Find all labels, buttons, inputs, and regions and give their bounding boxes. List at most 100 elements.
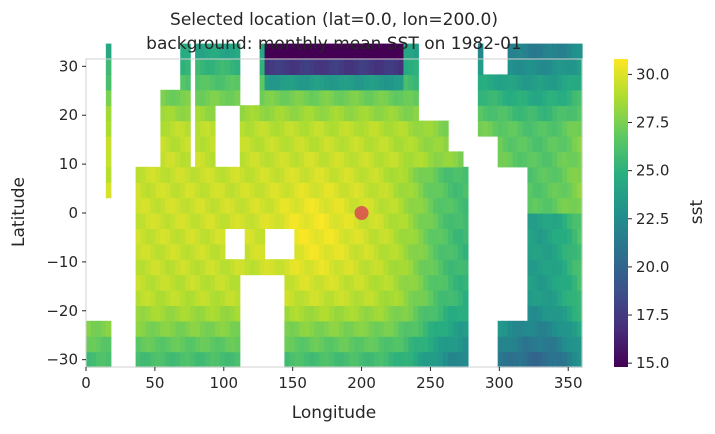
heat-cell [388,243,395,260]
heat-cell [358,290,365,306]
heat-cell [562,166,568,183]
heat-cell [388,74,395,91]
heat-cell [224,290,231,306]
heat-cell [289,336,295,353]
heat-cell [135,213,142,229]
heat-cell [398,136,405,152]
heat-cell [180,105,186,122]
heat-cell [249,197,256,214]
heat-cell [304,351,310,368]
heat-cell [309,59,315,75]
x-tick-label: 100 [209,374,238,392]
heat-cell [338,74,345,91]
heat-cell [572,136,578,152]
heat-cell [507,74,514,91]
heat-cell [205,120,211,137]
heat-cell [309,197,315,214]
heat-cell [338,259,345,276]
heat-cell [363,336,370,353]
heat-cell [448,290,454,306]
heat-cell [145,259,152,276]
heat-cell [334,151,340,168]
heat-cell [353,274,360,291]
heat-cell [388,320,395,337]
heat-cell [547,320,553,337]
heat-cell [388,351,395,368]
heat-cell [418,120,424,137]
heat-cell [383,120,390,137]
heat-cell [165,305,171,322]
heat-cell [269,213,276,229]
heat-cell [264,213,271,229]
heat-cell [492,89,499,106]
heat-cell [195,105,201,122]
heat-cell [413,320,419,337]
heat-cell [527,259,533,276]
heat-cell [234,59,241,75]
heat-cell [537,336,543,353]
heat-cell [378,305,385,322]
heat-cell [373,336,380,353]
heat-cell [214,274,221,291]
heat-cell [418,228,424,245]
heat-cell [234,259,241,276]
heat-cell [205,228,211,245]
heat-cell [289,136,295,152]
heat-cell [200,320,206,337]
heat-cell [577,59,583,75]
heat-cell [329,89,335,106]
heat-cell [353,89,360,106]
heat-cell [289,290,295,306]
heat-cell [294,59,300,75]
heat-cell [239,120,246,137]
colorbar-tick-label: 15.0 [636,354,669,372]
heat-cell [408,320,414,337]
heat-cell [572,228,578,245]
heat-cell [532,59,538,75]
heat-cell [210,105,216,122]
heat-cell [482,120,489,137]
heat-cell [388,182,395,199]
heat-cell [373,274,380,291]
heat-cell [309,290,315,306]
heat-cell [403,290,409,306]
heat-cell [438,120,444,137]
heat-cell [264,136,271,152]
heat-cell [234,336,241,353]
heat-cell [140,305,147,322]
heat-cell [239,166,246,183]
heat-cell [343,197,350,214]
heat-cell [418,274,424,291]
heat-cell [259,43,266,60]
heat-cell [383,182,390,199]
heat-cell [229,89,236,106]
heat-cell [214,197,221,214]
heat-cell [210,136,216,152]
heat-cell [338,243,345,260]
heat-cell [403,120,409,137]
heat-cell [378,59,385,75]
heat-cell [150,336,157,353]
heat-cell [462,290,469,306]
heat-cell [259,166,266,183]
heat-cell [214,305,221,322]
heat-cell [507,136,514,152]
heat-cell [284,274,290,291]
heat-cell [522,151,529,168]
heat-cell [423,136,429,152]
heat-cell [254,166,261,183]
heat-cell [448,228,454,245]
heat-cell [329,105,335,122]
heat-cell [289,74,295,91]
heat-cell [522,105,529,122]
heat-cell [343,305,350,322]
heat-cell [383,74,390,91]
heat-cell [334,105,340,122]
heat-cell [492,105,499,122]
heat-cell [294,336,300,353]
heat-cell [572,151,578,168]
heat-cell [338,182,345,199]
heat-cell [319,166,325,183]
heat-cell [542,197,548,214]
heat-cell [269,136,276,152]
